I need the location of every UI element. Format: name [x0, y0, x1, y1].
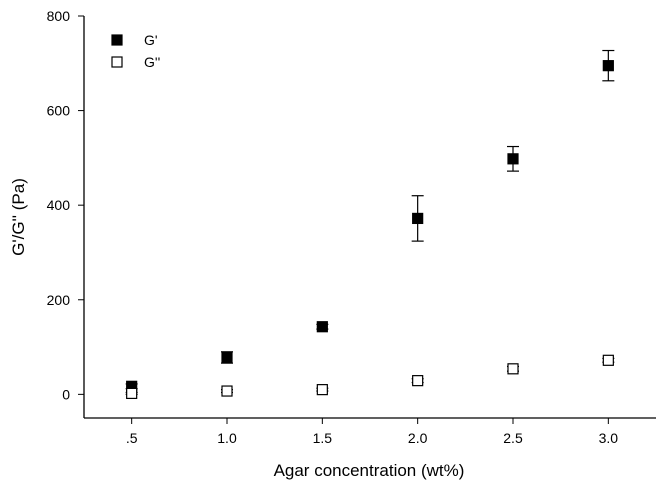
legend-label-g-double-prime: G'' — [144, 54, 160, 70]
y-tick-label: 400 — [47, 197, 71, 213]
data-point — [507, 153, 519, 165]
y-axis-label: G'/G'' (Pa) — [9, 178, 28, 256]
data-point — [221, 385, 233, 397]
y-axis-ticks: 0 200 400 600 800 — [47, 8, 84, 402]
data-point — [126, 387, 138, 400]
data-series — [125, 49, 615, 400]
x-axis-label: Agar concentration (wt%) — [274, 461, 465, 480]
x-tick-label: 2.0 — [408, 430, 428, 446]
legend: G' G'' — [111, 32, 160, 70]
legend-marker-g-double-prime — [111, 56, 123, 68]
data-point — [507, 363, 519, 375]
series-g-prime — [125, 49, 615, 392]
data-point — [316, 384, 328, 396]
series-g-double-prime — [125, 354, 615, 400]
x-axis-ticks: .5 1.0 1.5 2.0 2.5 3.0 — [126, 418, 618, 446]
data-point — [221, 351, 233, 364]
x-tick-label: 2.5 — [503, 430, 523, 446]
x-tick-label: 1.5 — [313, 430, 333, 446]
y-tick-label: 200 — [47, 292, 71, 308]
data-point — [602, 60, 614, 72]
y-tick-label: 800 — [47, 8, 71, 24]
x-tick-label: 3.0 — [599, 430, 619, 446]
data-point — [602, 354, 614, 366]
data-point — [412, 375, 424, 387]
legend-marker-g-prime — [111, 34, 123, 46]
data-point — [412, 212, 424, 225]
legend-label-g-prime: G' — [144, 32, 158, 48]
plot-area — [83, 16, 656, 419]
y-tick-label: 0 — [62, 386, 70, 402]
y-tick-label: 600 — [47, 103, 71, 119]
data-point — [316, 321, 328, 333]
x-tick-label: 1.0 — [217, 430, 237, 446]
x-tick-label: .5 — [126, 430, 138, 446]
